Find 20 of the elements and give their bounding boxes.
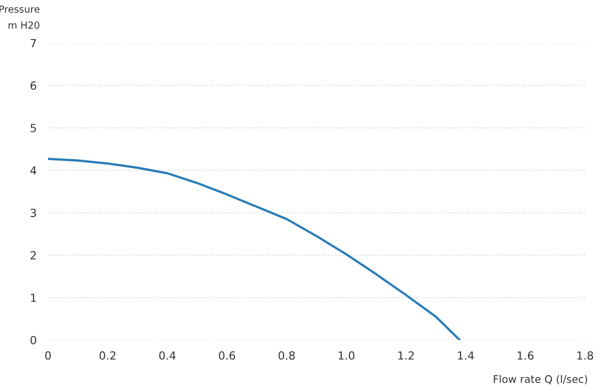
y-tick-label: 1 — [31, 294, 36, 302]
y-tick-label: 6 — [30, 81, 36, 90]
x-tick-label: 1.6 — [518, 351, 534, 360]
y-tick-label: 5 — [30, 124, 36, 132]
x-tick-label: 0.6 — [218, 351, 236, 360]
x-tick-label: 1.4 — [458, 351, 474, 360]
y-tick-label: 7 — [30, 39, 36, 48]
x-tick-label: 0.8 — [278, 351, 295, 360]
y-tick-label: 3 — [30, 208, 36, 218]
x-tick-label: 0.4 — [159, 351, 176, 360]
x-axis-title: Flow rate Q (l/sec) — [494, 374, 588, 384]
y-tick-label: 2 — [30, 251, 36, 260]
x-tick-label: 1.8 — [577, 351, 594, 360]
y-tick-label: 4 — [30, 166, 36, 175]
x-tick-label: 1.0 — [338, 351, 354, 360]
y-tick-label: 0 — [30, 336, 36, 344]
x-tick-label: 1.2 — [398, 351, 414, 360]
line-series — [48, 158, 461, 340]
x-tick-label: 0 — [45, 351, 51, 360]
x-tick-label: 0.2 — [100, 351, 116, 360]
